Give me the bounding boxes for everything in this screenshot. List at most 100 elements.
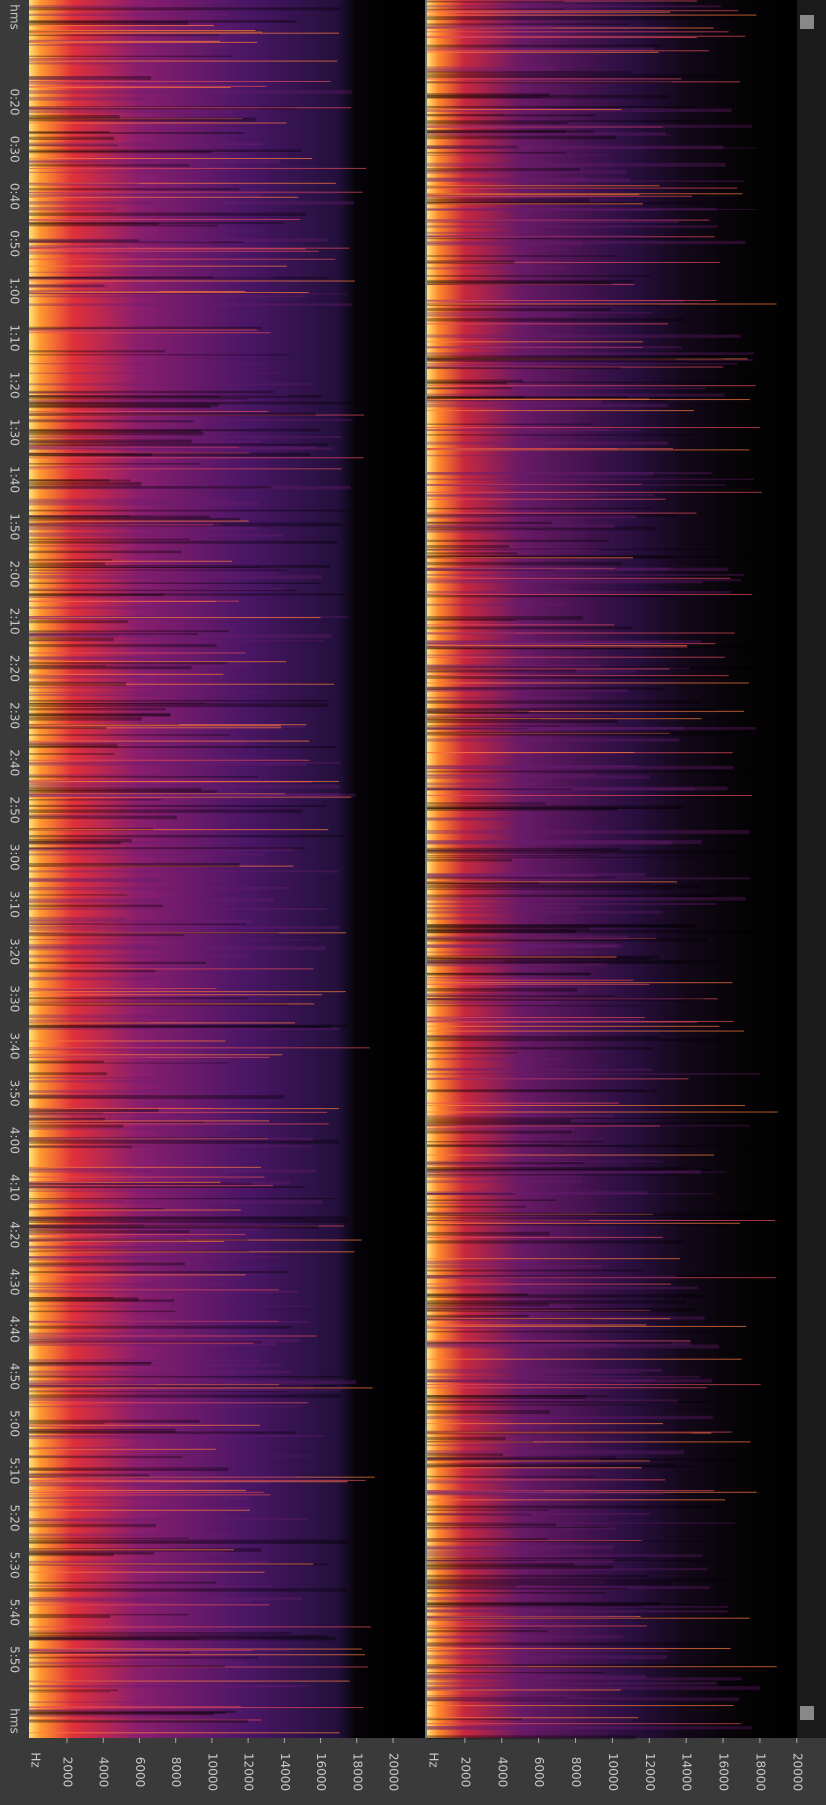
streak bbox=[29, 1306, 311, 1307]
streak bbox=[427, 1513, 650, 1515]
time-label: 1:50 bbox=[8, 513, 22, 540]
streak bbox=[29, 1657, 258, 1659]
streak bbox=[427, 385, 756, 386]
streak bbox=[29, 1229, 107, 1231]
freq-label: 10000 bbox=[606, 1753, 620, 1791]
streak bbox=[29, 563, 105, 566]
streak bbox=[427, 857, 712, 858]
streak bbox=[29, 392, 151, 394]
streak bbox=[29, 694, 196, 696]
streak bbox=[29, 466, 165, 468]
streak bbox=[427, 545, 509, 548]
streak bbox=[427, 1162, 511, 1165]
streak bbox=[427, 185, 659, 186]
streak bbox=[427, 624, 614, 625]
streak bbox=[427, 1705, 734, 1706]
time-label: 4:10 bbox=[8, 1174, 22, 1201]
streak bbox=[29, 1289, 279, 1290]
streak bbox=[29, 1681, 350, 1682]
streak bbox=[427, 31, 729, 32]
streak bbox=[427, 1193, 541, 1195]
streak bbox=[29, 1239, 248, 1240]
streak bbox=[427, 442, 668, 445]
streak bbox=[427, 74, 718, 78]
streak bbox=[29, 1208, 164, 1210]
streak bbox=[427, 479, 754, 481]
streak bbox=[427, 1172, 726, 1173]
time-label: 0:50 bbox=[8, 230, 22, 257]
streak bbox=[427, 305, 660, 306]
streak bbox=[427, 1376, 700, 1378]
streak bbox=[29, 908, 327, 910]
freq-label: 16000 bbox=[314, 1753, 328, 1791]
streak bbox=[29, 443, 328, 446]
streak bbox=[427, 1410, 550, 1414]
streak bbox=[427, 1261, 541, 1265]
streak bbox=[427, 552, 517, 554]
streak bbox=[427, 380, 523, 382]
streak bbox=[29, 1538, 189, 1539]
streak bbox=[427, 789, 573, 790]
streak bbox=[29, 151, 212, 153]
streak bbox=[427, 1463, 674, 1466]
streak bbox=[427, 341, 643, 342]
streak bbox=[29, 515, 210, 518]
streak bbox=[29, 107, 351, 108]
streak bbox=[29, 968, 314, 969]
streak bbox=[427, 655, 506, 656]
streak bbox=[29, 14, 227, 16]
streak bbox=[427, 960, 505, 963]
streak bbox=[427, 515, 636, 518]
streak bbox=[29, 607, 195, 609]
streak bbox=[29, 653, 245, 654]
streak bbox=[29, 480, 130, 482]
streak bbox=[427, 1575, 648, 1578]
streak bbox=[29, 62, 144, 64]
streak bbox=[29, 1376, 343, 1378]
streak bbox=[29, 1542, 349, 1543]
streak bbox=[427, 1379, 712, 1383]
streak bbox=[427, 1039, 735, 1042]
streak bbox=[427, 1119, 571, 1123]
streak bbox=[427, 1270, 643, 1272]
streak bbox=[29, 1256, 224, 1258]
streak bbox=[29, 482, 141, 486]
streak bbox=[427, 492, 762, 493]
streak bbox=[427, 645, 687, 646]
streak bbox=[29, 292, 309, 293]
streak bbox=[29, 1398, 211, 1402]
streak bbox=[29, 703, 204, 704]
streak bbox=[427, 1528, 616, 1530]
streak bbox=[29, 1406, 302, 1407]
time-label: 1:20 bbox=[8, 372, 22, 399]
streak bbox=[29, 1333, 146, 1336]
streak bbox=[427, 1125, 660, 1126]
streak bbox=[29, 172, 204, 173]
streak bbox=[427, 114, 595, 116]
freq-label: 2000 bbox=[458, 1757, 472, 1788]
streak bbox=[427, 382, 507, 384]
streak bbox=[427, 980, 634, 981]
streak bbox=[29, 1283, 228, 1286]
streak bbox=[29, 118, 256, 122]
streak bbox=[29, 5, 147, 8]
streak bbox=[427, 78, 681, 79]
streak bbox=[427, 1616, 608, 1617]
zoom-button[interactable] bbox=[800, 15, 814, 29]
streak bbox=[29, 835, 344, 837]
streak bbox=[427, 232, 507, 234]
streak bbox=[427, 36, 745, 37]
streak bbox=[29, 86, 266, 87]
time-label: 4:50 bbox=[8, 1363, 22, 1390]
streak bbox=[427, 1625, 647, 1626]
streak bbox=[29, 1447, 194, 1449]
streak bbox=[29, 661, 286, 662]
streak bbox=[427, 973, 591, 975]
streak bbox=[427, 1031, 744, 1032]
streak bbox=[29, 1219, 349, 1223]
streak bbox=[427, 472, 653, 475]
streak bbox=[427, 665, 567, 667]
zoom-button[interactable] bbox=[800, 1706, 814, 1720]
streak bbox=[427, 219, 679, 223]
streak bbox=[29, 675, 144, 679]
